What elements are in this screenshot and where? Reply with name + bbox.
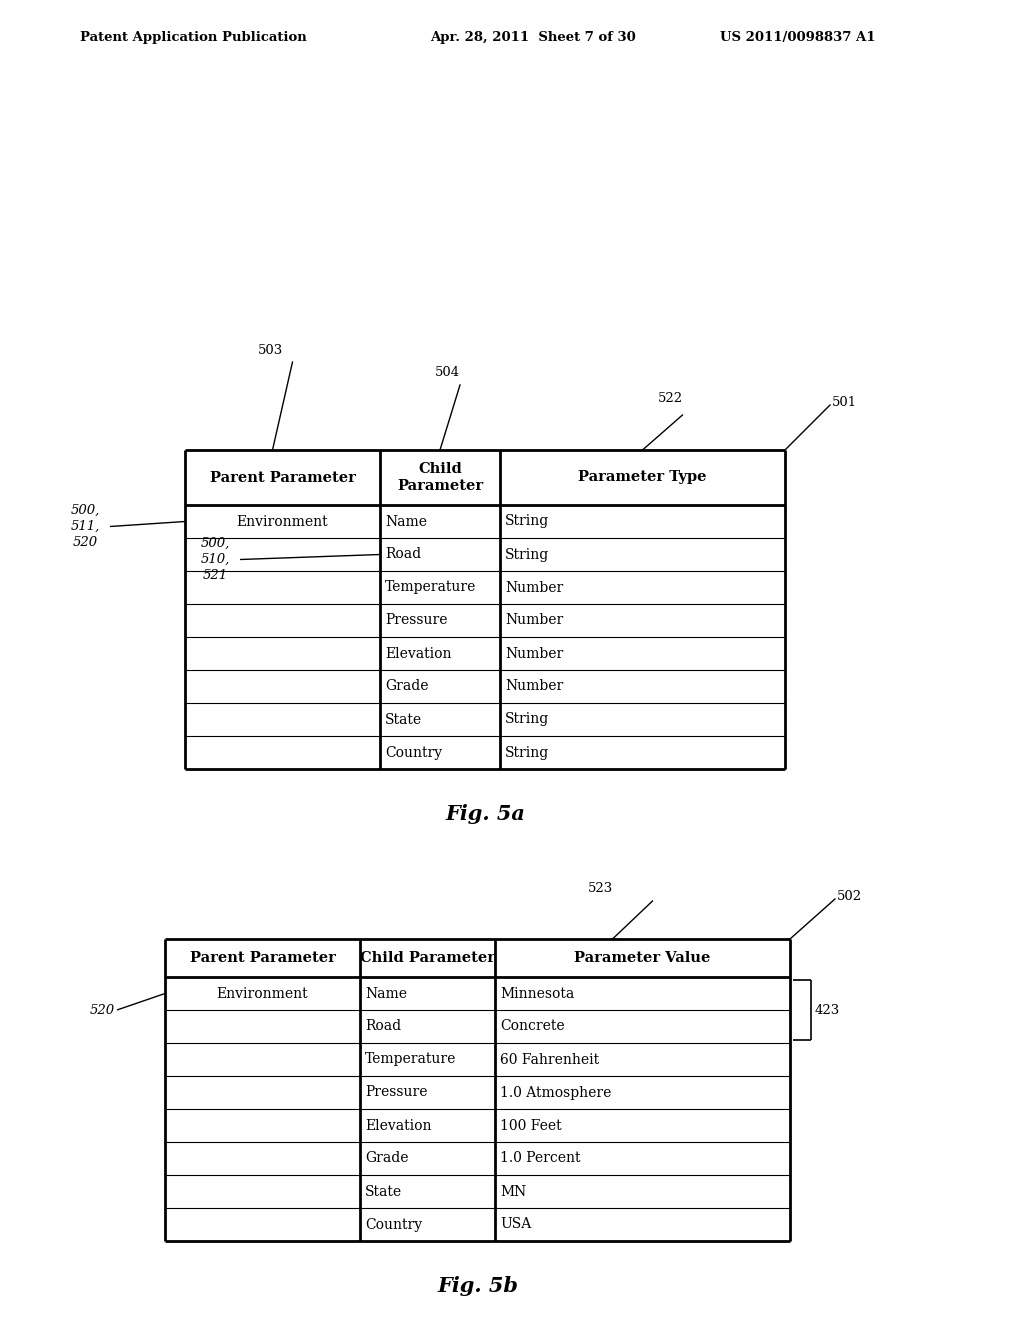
Text: Country: Country xyxy=(385,746,442,759)
Bar xyxy=(185,450,785,770)
Text: Grade: Grade xyxy=(365,1151,409,1166)
Text: 60 Fahrenheit: 60 Fahrenheit xyxy=(500,1052,599,1067)
Text: 500,: 500, xyxy=(201,537,229,550)
Bar xyxy=(165,939,790,1241)
Text: 502: 502 xyxy=(837,891,862,903)
Text: Parent Parameter: Parent Parameter xyxy=(210,470,355,484)
Text: Fig. 5a: Fig. 5a xyxy=(445,804,525,824)
Text: Country: Country xyxy=(365,1217,422,1232)
Text: Number: Number xyxy=(505,581,563,594)
Text: 522: 522 xyxy=(657,392,683,404)
Text: Elevation: Elevation xyxy=(365,1118,431,1133)
Text: US 2011/0098837 A1: US 2011/0098837 A1 xyxy=(720,30,876,44)
Text: MN: MN xyxy=(500,1184,526,1199)
Text: Pressure: Pressure xyxy=(365,1085,427,1100)
Text: Patent Application Publication: Patent Application Publication xyxy=(80,30,307,44)
Text: 100 Feet: 100 Feet xyxy=(500,1118,561,1133)
Text: 504: 504 xyxy=(435,366,460,379)
Text: Concrete: Concrete xyxy=(500,1019,564,1034)
Text: 1.0 Percent: 1.0 Percent xyxy=(500,1151,581,1166)
Text: Road: Road xyxy=(385,548,421,561)
Text: 511,: 511, xyxy=(71,520,99,533)
Text: 501: 501 xyxy=(831,396,857,409)
Text: 520: 520 xyxy=(73,536,97,549)
Text: Name: Name xyxy=(365,986,407,1001)
Text: 523: 523 xyxy=(588,883,612,895)
Text: String: String xyxy=(505,515,549,528)
Text: String: String xyxy=(505,746,549,759)
Text: Parent Parameter: Parent Parameter xyxy=(189,950,336,965)
Text: Temperature: Temperature xyxy=(365,1052,457,1067)
Text: 500,: 500, xyxy=(71,504,99,517)
Text: State: State xyxy=(385,713,422,726)
Text: Parameter Type: Parameter Type xyxy=(579,470,707,484)
Text: Child Parameter: Child Parameter xyxy=(360,950,495,965)
Text: State: State xyxy=(365,1184,402,1199)
Text: Elevation: Elevation xyxy=(385,647,452,660)
Text: Minnesota: Minnesota xyxy=(500,986,574,1001)
Text: USA: USA xyxy=(500,1217,531,1232)
Text: 1.0 Atmosphere: 1.0 Atmosphere xyxy=(500,1085,611,1100)
Text: Number: Number xyxy=(505,647,563,660)
Text: Environment: Environment xyxy=(237,515,329,528)
Text: 521: 521 xyxy=(203,569,227,582)
Text: Fig. 5b: Fig. 5b xyxy=(437,1276,518,1296)
Text: 503: 503 xyxy=(257,343,283,356)
Text: String: String xyxy=(505,713,549,726)
Text: Number: Number xyxy=(505,614,563,627)
Text: Road: Road xyxy=(365,1019,401,1034)
Text: 520: 520 xyxy=(90,1003,115,1016)
Text: Child
Parameter: Child Parameter xyxy=(397,462,483,492)
Text: 510,: 510, xyxy=(201,553,229,566)
Text: Parameter Value: Parameter Value xyxy=(574,950,711,965)
Text: Pressure: Pressure xyxy=(385,614,447,627)
Text: Environment: Environment xyxy=(217,986,308,1001)
Text: Grade: Grade xyxy=(385,680,428,693)
Text: Number: Number xyxy=(505,680,563,693)
Text: Apr. 28, 2011  Sheet 7 of 30: Apr. 28, 2011 Sheet 7 of 30 xyxy=(430,30,636,44)
Text: 423: 423 xyxy=(815,1003,841,1016)
Text: Name: Name xyxy=(385,515,427,528)
Text: Temperature: Temperature xyxy=(385,581,476,594)
Text: String: String xyxy=(505,548,549,561)
